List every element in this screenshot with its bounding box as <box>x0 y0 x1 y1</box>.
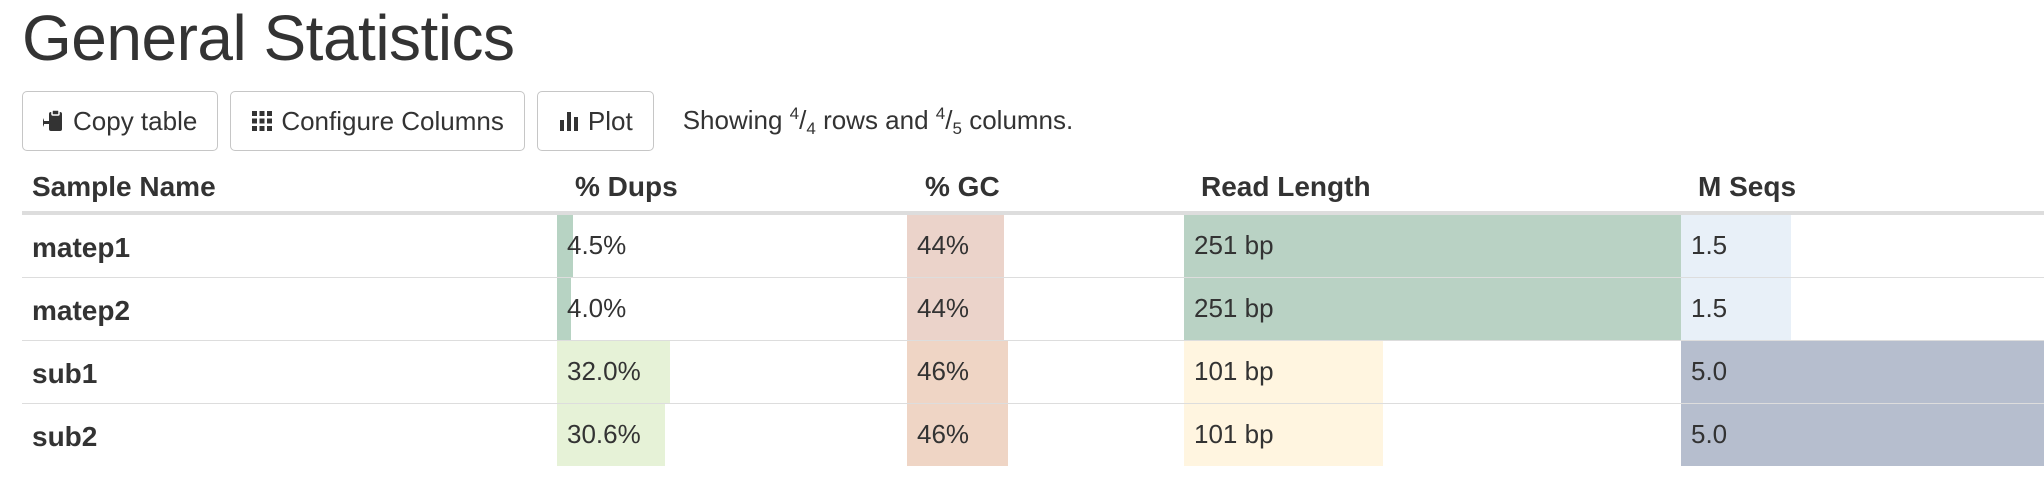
dups-bar <box>557 215 573 277</box>
gc-cell: 44% <box>907 278 1127 340</box>
readlen-value: 251 bp <box>1194 293 1274 323</box>
table-row: sub1 32.0% 46% 101 bp 5.0 <box>22 341 2044 404</box>
gc-bar <box>907 341 1009 403</box>
table-toolbar: Copy table Configure Columns Plot Showin… <box>22 91 1073 151</box>
table-row: matep2 4.0% 44% 251 bp 1.5 <box>22 278 2044 341</box>
mseqs-bar <box>1681 341 2044 403</box>
bar-chart-icon <box>558 110 580 132</box>
grid-icon <box>251 110 273 132</box>
gc-value: 46% <box>917 419 970 449</box>
dups-value: 4.0% <box>567 293 627 323</box>
readlen-cell: 101 bp <box>1184 404 1681 466</box>
dups-bar <box>557 341 670 403</box>
gc-bar <box>907 215 1004 277</box>
mseqs-value: 1.5 <box>1691 293 1728 323</box>
mseqs-cell: 1.5 <box>1681 278 2044 340</box>
showing-status: Showing 4/4 rows and 4/5 columns. <box>682 103 1074 138</box>
general-stats-table: Sample Name % Dups % GC Read Length M Se… <box>22 162 2044 466</box>
header-m-seqs[interactable]: M Seqs <box>1698 171 1797 202</box>
mseqs-cell: 1.5 <box>1681 215 2044 277</box>
mseqs-bar <box>1681 278 1791 340</box>
readlen-bar <box>1184 215 1681 277</box>
readlen-bar <box>1184 278 1681 340</box>
readlen-value: 101 bp <box>1194 356 1274 386</box>
dups-cell: 30.6% <box>557 404 909 466</box>
gc-value: 44% <box>917 293 970 323</box>
dups-value: 32.0% <box>567 356 641 386</box>
readlen-bar <box>1184 404 1383 466</box>
sample-name: sub2 <box>32 421 98 452</box>
mseqs-cell: 5.0 <box>1681 404 2044 466</box>
readlen-cell: 251 bp <box>1184 278 1681 340</box>
header-read-length[interactable]: Read Length <box>1201 171 1371 202</box>
configure-columns-label: Configure Columns <box>281 105 504 136</box>
configure-columns-button[interactable]: Configure Columns <box>230 91 525 151</box>
gc-value: 44% <box>917 230 970 260</box>
dups-value: 4.5% <box>567 230 627 260</box>
gc-bar <box>907 404 1009 466</box>
mseqs-value: 5.0 <box>1691 356 1728 386</box>
table-header-row: Sample Name % Dups % GC Read Length M Se… <box>22 162 2044 215</box>
sample-name: sub1 <box>32 358 98 389</box>
clipboard-icon <box>43 109 65 133</box>
gc-value: 46% <box>917 356 970 386</box>
readlen-cell: 101 bp <box>1184 341 1681 403</box>
page-title: General Statistics <box>22 2 515 74</box>
mseqs-bar <box>1681 404 2044 466</box>
dups-value: 30.6% <box>567 419 641 449</box>
readlen-value: 101 bp <box>1194 419 1274 449</box>
dups-bar <box>557 278 572 340</box>
dups-cell: 32.0% <box>557 341 909 403</box>
copy-table-button[interactable]: Copy table <box>22 91 219 151</box>
gc-cell: 46% <box>907 341 1127 403</box>
gc-cell: 46% <box>907 404 1127 466</box>
gc-cell: 44% <box>907 215 1127 277</box>
dups-cell: 4.5% <box>557 215 909 277</box>
mseqs-cell: 5.0 <box>1681 341 2044 403</box>
sample-name: matep1 <box>32 232 131 263</box>
header-gc[interactable]: % GC <box>925 171 1000 202</box>
plot-button[interactable]: Plot <box>536 91 654 151</box>
header-sample-name[interactable]: Sample Name <box>32 171 216 202</box>
table-row: sub2 30.6% 46% 101 bp 5.0 <box>22 404 2044 466</box>
header-dups[interactable]: % Dups <box>575 171 678 202</box>
copy-table-label: Copy table <box>73 105 198 136</box>
gc-bar <box>907 278 1004 340</box>
table-body: matep1 4.5% 44% 251 bp 1.5 matep2 4.0% 44% 251 b… <box>22 215 2044 466</box>
readlen-value: 251 bp <box>1194 230 1274 260</box>
readlen-bar <box>1184 341 1383 403</box>
mseqs-bar <box>1681 215 1791 277</box>
mseqs-value: 1.5 <box>1691 230 1728 260</box>
plot-label: Plot <box>587 105 633 136</box>
dups-cell: 4.0% <box>557 278 909 340</box>
readlen-cell: 251 bp <box>1184 215 1681 277</box>
table-row: matep1 4.5% 44% 251 bp 1.5 <box>22 215 2044 278</box>
sample-name: matep2 <box>32 295 131 326</box>
dups-bar <box>557 404 665 466</box>
mseqs-value: 5.0 <box>1691 419 1728 449</box>
